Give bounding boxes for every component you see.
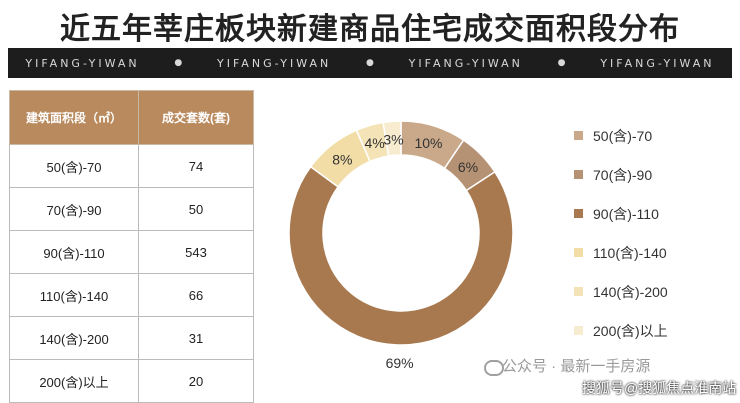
table-row: 50(含)-70 74 xyxy=(9,144,254,188)
table-cell-count: 50 xyxy=(138,187,254,231)
table-header-count: 成交套数(套) xyxy=(138,90,254,145)
legend-item: 70(含)-90 xyxy=(574,155,668,194)
table-cell-count: 31 xyxy=(138,316,254,360)
watermark-text: 公众号 · 最新一手房源 xyxy=(502,358,651,375)
table-cell-count: 66 xyxy=(138,273,254,317)
watermark-source: 搜狐号@搜狐焦点淮南站 xyxy=(582,380,737,396)
slice-label: 4% xyxy=(364,135,384,151)
donut-slice xyxy=(288,165,514,346)
banner-text: YIFANG-YIWAN xyxy=(408,56,523,70)
banner-text: YIFANG-YIWAN xyxy=(217,56,332,70)
legend-label: 200(含)以上 xyxy=(593,322,668,339)
donut-slice xyxy=(382,120,402,157)
brand-banner: YIFANG-YIWAN ● YIFANG-YIWAN ● YIFANG-YIW… xyxy=(8,48,732,78)
table-cell-count: 74 xyxy=(138,144,254,188)
slice-label: 8% xyxy=(332,152,352,168)
table-cell-count: 20 xyxy=(138,359,254,403)
table-cell-area: 90(含)-110 xyxy=(9,230,139,274)
table-cell-area: 140(含)-200 xyxy=(9,316,139,360)
legend-label: 70(含)-90 xyxy=(593,166,653,183)
slice-label: 10% xyxy=(414,135,442,151)
chart-title: 近五年莘庄板块新建商品住宅成交面积段分布 xyxy=(60,13,680,46)
banner-text: YIFANG-YIWAN xyxy=(600,56,715,70)
table-row: 90(含)-110 543 xyxy=(9,230,254,274)
legend-swatch xyxy=(574,326,583,335)
legend-label: 90(含)-110 xyxy=(593,205,659,222)
legend-label: 110(含)-140 xyxy=(593,244,667,261)
slice-label: 6% xyxy=(458,159,478,175)
table-row: 70(含)-90 50 xyxy=(9,187,254,231)
table-cell-area: 200(含)以上 xyxy=(9,359,139,403)
legend-swatch xyxy=(574,170,583,179)
legend-label: 140(含)-200 xyxy=(593,283,668,300)
table-cell-area: 110(含)-140 xyxy=(9,273,139,317)
table-cell-area: 50(含)-70 xyxy=(9,144,139,188)
table-header-area: 建筑面积段（㎡） xyxy=(9,90,139,145)
banner-dot: ● xyxy=(366,58,374,68)
donut-chart: 10% 6% 69% 8% 4%3% xyxy=(288,120,514,371)
legend-swatch xyxy=(574,209,583,218)
legend-swatch xyxy=(574,131,583,140)
table-cell-count: 543 xyxy=(138,230,254,274)
table-row: 110(含)-140 66 xyxy=(9,273,254,317)
legend-item: 50(含)-70 xyxy=(574,116,668,155)
banner-dot: ● xyxy=(557,58,566,68)
banner-dot: ● xyxy=(174,58,183,68)
table-row: 200(含)以上 20 xyxy=(9,359,254,403)
legend-item: 200(含)以上 xyxy=(574,311,668,350)
data-table: 建筑面积段（㎡） 成交套数(套) 50(含)-70 74 70(含)-90 50… xyxy=(9,90,254,403)
slice-label: 69% xyxy=(386,355,414,371)
legend-item: 110(含)-140 xyxy=(574,233,668,272)
slice-label: 3% xyxy=(383,131,403,147)
table-row: 140(含)-200 31 xyxy=(9,316,254,360)
wechat-icon xyxy=(484,360,504,376)
table-cell-area: 70(含)-90 xyxy=(9,187,139,231)
legend-label: 50(含)-70 xyxy=(593,127,653,144)
table-header-row: 建筑面积段（㎡） 成交套数(套) xyxy=(9,90,254,145)
legend-item: 90(含)-110 xyxy=(574,194,668,233)
legend-swatch xyxy=(574,248,583,257)
banner-text: YIFANG-YIWAN xyxy=(25,56,140,70)
legend-swatch xyxy=(574,287,583,296)
legend-item: 140(含)-200 xyxy=(574,272,668,311)
chart-legend: 50(含)-70 70(含)-90 90(含)-110 110(含)-140 140(含… xyxy=(574,116,668,350)
